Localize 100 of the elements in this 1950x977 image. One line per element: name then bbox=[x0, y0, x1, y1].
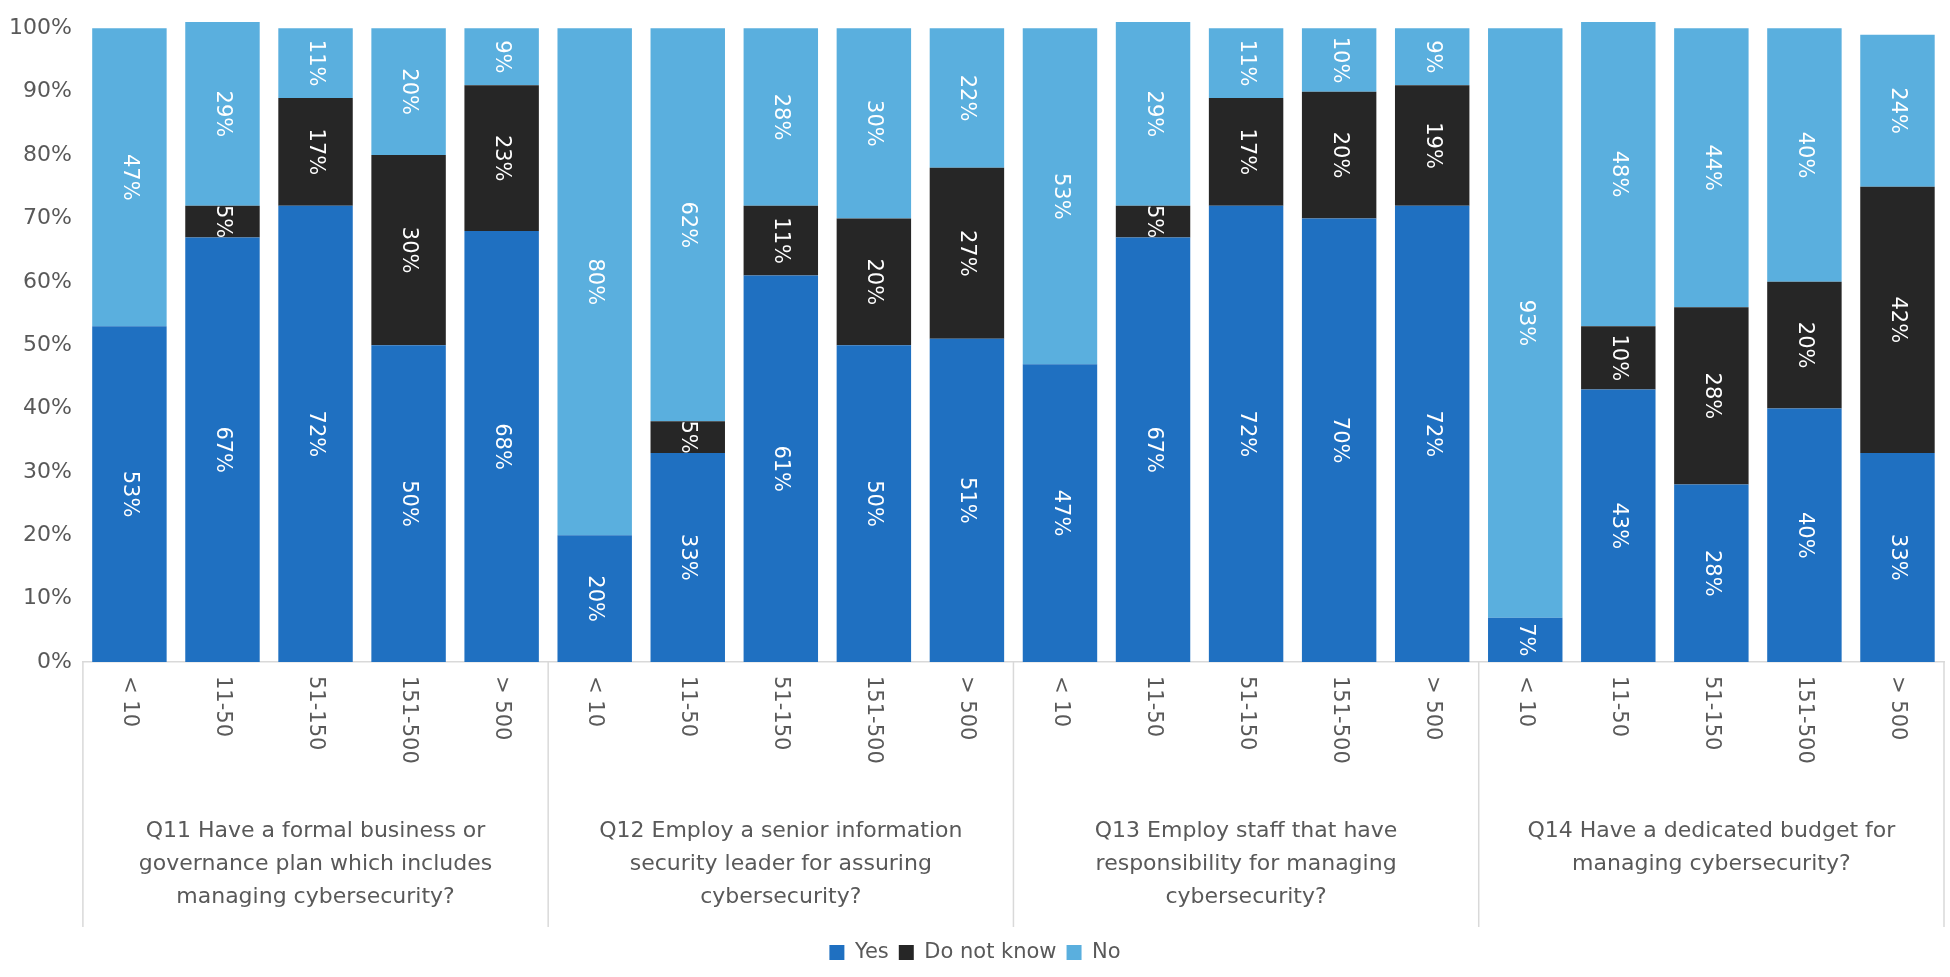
data-label: 40% bbox=[1793, 511, 1818, 559]
bar bbox=[1674, 484, 1749, 662]
data-label: 47% bbox=[1049, 489, 1074, 537]
data-label: 22% bbox=[956, 74, 981, 122]
data-label: 5% bbox=[677, 420, 702, 454]
bar bbox=[1115, 237, 1191, 662]
data-label: 42% bbox=[1887, 296, 1912, 344]
x-tick-label: 11-50 bbox=[212, 676, 237, 738]
bar bbox=[1022, 364, 1098, 662]
bar bbox=[185, 237, 260, 662]
data-label: 9% bbox=[1421, 40, 1446, 74]
x-tick-label: < 10 bbox=[1514, 676, 1539, 727]
x-tick-label: 151-500 bbox=[1328, 676, 1353, 764]
bar bbox=[743, 275, 819, 662]
bar bbox=[650, 421, 725, 453]
data-label: 5% bbox=[1142, 204, 1167, 239]
y-tick-label: 100% bbox=[8, 14, 72, 40]
x-tick-label: 151-500 bbox=[1793, 676, 1818, 764]
bar bbox=[743, 28, 819, 206]
data-label: 50% bbox=[398, 480, 423, 527]
data-label: 20% bbox=[863, 258, 888, 306]
bar bbox=[650, 28, 725, 422]
x-tick-label: 51-150 bbox=[1700, 676, 1725, 751]
bar bbox=[371, 155, 446, 346]
x-tick-label: > 500 bbox=[1421, 676, 1446, 741]
y-tick-label: 0% bbox=[36, 647, 72, 673]
y-tick-label: 60% bbox=[22, 267, 72, 293]
data-label: 30% bbox=[863, 100, 888, 147]
data-label: 28% bbox=[1700, 549, 1725, 597]
bar bbox=[1115, 22, 1191, 206]
data-label: 20% bbox=[584, 575, 609, 622]
data-label: 43% bbox=[1607, 502, 1632, 550]
x-tick-label: > 500 bbox=[491, 676, 516, 741]
bar bbox=[278, 205, 353, 662]
bar bbox=[1581, 389, 1656, 662]
bar bbox=[557, 28, 632, 536]
x-tick-label: 51-150 bbox=[305, 676, 330, 751]
bar bbox=[929, 28, 1005, 168]
data-label: 70% bbox=[1328, 416, 1353, 464]
data-label: 67% bbox=[1142, 426, 1167, 474]
data-label: 62% bbox=[677, 201, 702, 249]
x-tick-label: 11-50 bbox=[677, 676, 702, 738]
data-label: 29% bbox=[1142, 90, 1167, 138]
y-tick-label: 30% bbox=[22, 457, 72, 483]
data-label: 48% bbox=[1607, 150, 1632, 198]
bar bbox=[836, 218, 912, 346]
data-label: 10% bbox=[1607, 334, 1632, 382]
bar bbox=[1860, 452, 1935, 662]
bar bbox=[1860, 186, 1935, 453]
bar bbox=[557, 535, 632, 662]
bar bbox=[371, 28, 446, 156]
bar bbox=[836, 28, 912, 219]
data-label: 10% bbox=[1328, 36, 1353, 84]
y-tick-label: 70% bbox=[22, 204, 72, 230]
data-label: 51% bbox=[956, 477, 981, 524]
bar bbox=[1488, 617, 1563, 662]
data-label: 50% bbox=[863, 480, 888, 527]
data-label: 72% bbox=[1421, 410, 1446, 458]
bar bbox=[743, 205, 819, 276]
bar bbox=[650, 452, 725, 662]
data-label: 93% bbox=[1514, 299, 1539, 347]
data-label: 11% bbox=[1235, 39, 1260, 87]
y-tick-label: 80% bbox=[22, 140, 72, 166]
data-label: 28% bbox=[770, 93, 795, 141]
bar bbox=[1394, 28, 1470, 86]
data-label: 80% bbox=[584, 258, 609, 306]
x-tick-label: < 10 bbox=[118, 676, 143, 727]
data-label: 19% bbox=[1421, 122, 1446, 169]
x-tick-label: 51-150 bbox=[770, 676, 795, 751]
bar bbox=[1674, 28, 1749, 308]
text: Q13 Employ staff that have responsibility for managing cybersecurity? bbox=[1094, 816, 1398, 908]
bar bbox=[464, 85, 539, 232]
y-tick-label: 50% bbox=[22, 330, 72, 356]
data-label: 20% bbox=[398, 68, 423, 116]
data-label: 7% bbox=[1514, 623, 1539, 657]
bar bbox=[92, 28, 167, 327]
bar bbox=[1208, 28, 1284, 99]
bar bbox=[278, 28, 353, 99]
bar bbox=[1581, 22, 1656, 327]
data-label: 23% bbox=[491, 134, 516, 182]
bar bbox=[278, 98, 353, 206]
bar bbox=[929, 167, 1005, 339]
x-tick-label: 151-500 bbox=[863, 676, 888, 764]
bar bbox=[1394, 205, 1470, 662]
y-tick-label: 20% bbox=[22, 520, 72, 546]
data-label: 11% bbox=[305, 39, 330, 87]
y-tick-label: 90% bbox=[22, 77, 72, 103]
x-tick-label: > 500 bbox=[1887, 676, 1912, 741]
text: Q14 Have a dedicated budget for managing cybersecurity? bbox=[1527, 816, 1897, 875]
bar bbox=[1208, 98, 1284, 206]
bar bbox=[1581, 326, 1656, 390]
x-tick-label: 11-50 bbox=[1607, 676, 1632, 738]
data-label: 20% bbox=[1328, 131, 1353, 179]
text: Q11 Have a formal business or governance plan which includes managing cybersecurity? bbox=[138, 816, 493, 908]
x-tick-label: > 500 bbox=[956, 676, 981, 741]
data-label: 53% bbox=[118, 470, 143, 518]
data-label: 17% bbox=[305, 128, 330, 176]
data-label: 29% bbox=[212, 90, 237, 138]
bar bbox=[1022, 28, 1098, 365]
data-label: 68% bbox=[491, 423, 516, 470]
